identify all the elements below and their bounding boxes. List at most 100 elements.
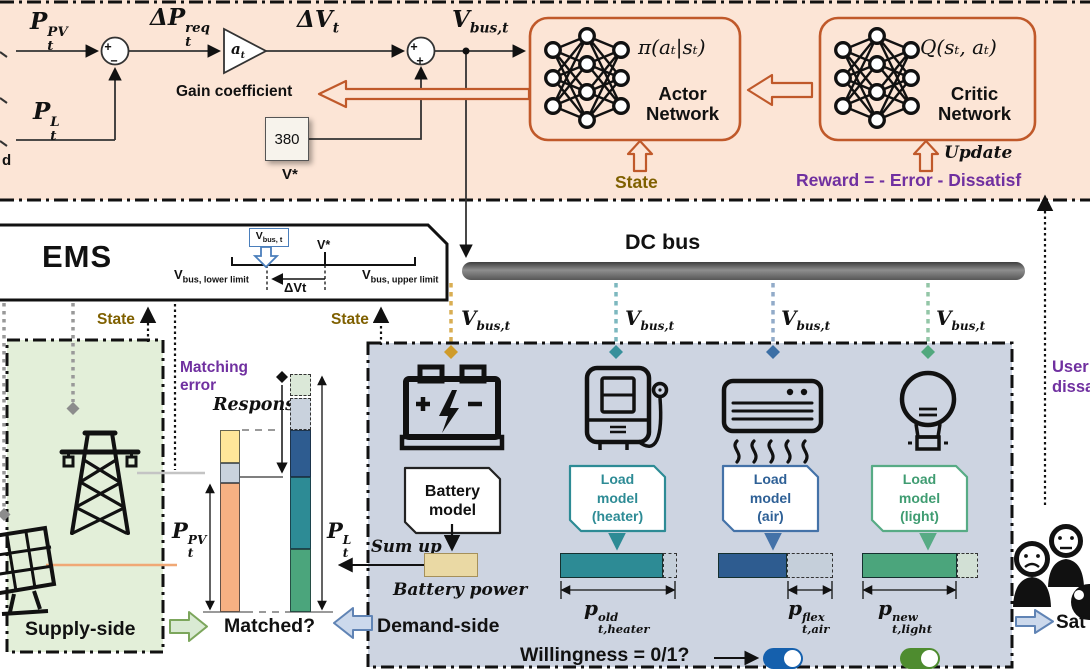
- battery-model-box: [403, 466, 502, 535]
- air-power-ext: [787, 553, 833, 578]
- vbus-down-arrow: [252, 246, 280, 269]
- critic-q-formula: Q(sₜ, aₜ): [920, 35, 997, 59]
- bus-column-diamonds: [444, 345, 935, 359]
- air-power-bar: [718, 553, 787, 578]
- vbus-column-label-4: Vbus,t: [936, 306, 986, 333]
- vbus-upper-limit-label: Vbus, upper limit: [362, 267, 439, 285]
- demand-side-title: Demand-side: [377, 615, 500, 637]
- actor-policy-formula: π(aₜ|sₜ): [638, 35, 706, 59]
- voltage-reference-box: 380: [265, 117, 309, 161]
- sum2-plus-bottom-sign: +: [416, 54, 423, 68]
- battery-power-label: Battery power: [393, 580, 528, 600]
- state-label-demand: State: [331, 311, 369, 328]
- supply-stack-bar: [220, 430, 240, 613]
- vbus-column-label-1: Vbus,t: [461, 306, 511, 333]
- state-label-rl: State: [615, 172, 658, 192]
- p-light-label: p new t,light: [878, 596, 933, 637]
- response-label: Response: [213, 395, 307, 415]
- light-power-bar: [862, 553, 957, 578]
- model-output-arrows: [443, 524, 937, 552]
- summer-signs: + − + +: [104, 40, 423, 68]
- edge-text-fragment: d: [2, 152, 12, 169]
- bar-segment: [290, 398, 311, 430]
- supply-to-match-arrow: [169, 611, 208, 642]
- sum1-plus-sign: +: [104, 40, 111, 54]
- critic-network-box: [818, 16, 1037, 142]
- supply-side-title: Supply-side: [25, 618, 136, 640]
- sum2-plus-top-sign: +: [410, 40, 417, 54]
- supply-state-links: [0, 303, 205, 567]
- water-heater-icon: [584, 365, 669, 450]
- to-satisfied-arrow: [1015, 609, 1054, 634]
- heater-power-ext: [663, 553, 677, 578]
- demand-to-match-arrow: [333, 607, 373, 639]
- ems-box: [0, 223, 449, 302]
- state-arrows: [139, 194, 1054, 505]
- ems-title: EMS: [42, 239, 113, 274]
- air-model-label: Load model (air): [749, 471, 792, 524]
- vref-label: V*: [282, 166, 298, 183]
- matched-question: Matched?: [224, 615, 316, 637]
- power-request-label: ΔP req t: [150, 4, 210, 51]
- state-up-arrow: [626, 139, 654, 173]
- users-icon: [1013, 524, 1090, 620]
- sum1-minus-sign: −: [110, 54, 117, 68]
- air-model-box: [721, 464, 820, 533]
- gain-symbol: at: [231, 40, 245, 61]
- vstar-tick-label: V*: [317, 238, 331, 252]
- toggle-knob: [784, 650, 801, 667]
- vbus-lower-limit-label: Vbus, lower limit: [174, 267, 249, 285]
- p-air-label: p flex t,air: [788, 596, 830, 637]
- power-measures: [560, 581, 957, 666]
- delta-vt-label: ΔVt: [284, 280, 307, 295]
- bar-segment: [290, 549, 311, 612]
- light-bulb-icon: [899, 370, 957, 451]
- bar-segment: [220, 430, 240, 463]
- rl-flow-arrows: [317, 73, 940, 173]
- solar-panel-icon: [0, 525, 57, 616]
- update-up-arrow: [912, 139, 940, 173]
- action-to-gain-arrow: [317, 79, 531, 109]
- actor-network-title: Actor Network: [646, 83, 719, 124]
- region-borders: [0, 0, 1090, 202]
- matching-error-label: Matching error: [180, 359, 249, 394]
- vbus-column-label-2: Vbus,t: [625, 306, 675, 333]
- heater-power-bar: [560, 553, 663, 578]
- willingness-label: Willingness = 0/1?: [520, 644, 690, 666]
- bar-segment: [220, 463, 240, 483]
- grid-tower-icon: [59, 430, 141, 535]
- gain-coefficient-label: Gain coefficient: [176, 83, 293, 100]
- light-power-ext: [957, 553, 978, 578]
- toggle-knob: [921, 650, 938, 667]
- dc-bus-bar: [462, 262, 1025, 280]
- vbus-column-label-3: Vbus,t: [781, 306, 831, 333]
- load-stack-bar: [290, 374, 311, 613]
- light-model-label: Load model (light): [898, 471, 941, 524]
- heater-model-label: Load model (heater): [591, 471, 644, 524]
- reward-equation: Reward = - Error - Dissatisf: [796, 170, 1022, 190]
- state-label-supply: State: [97, 311, 135, 328]
- light-model-box: [870, 464, 969, 533]
- critic-network-title: Critic Network: [938, 83, 1011, 124]
- willingness-toggle-air: [763, 648, 803, 669]
- bar-segment: [290, 430, 311, 477]
- battery-icon: [399, 364, 505, 451]
- willingness-toggle-light: [900, 648, 940, 669]
- battery-model-label: Battery model: [424, 483, 481, 519]
- bar-segment: [220, 483, 240, 612]
- battery-power-bar: [424, 553, 478, 577]
- satisfied-label: Sat: [1056, 612, 1086, 633]
- p-heater-label: p old t,heater: [584, 596, 650, 637]
- bar-segment: [290, 374, 311, 396]
- voltage-reference-value: 380: [274, 130, 300, 148]
- delta-v-label: ΔVt: [297, 6, 340, 37]
- supply-side-box: [5, 338, 165, 654]
- vbus-tag-box: Vbus, t: [249, 228, 289, 247]
- bus-column-links: [449, 283, 930, 344]
- critic-to-actor-arrow: [746, 73, 814, 107]
- bar-segment: [290, 477, 311, 549]
- model-boxes: [403, 464, 969, 535]
